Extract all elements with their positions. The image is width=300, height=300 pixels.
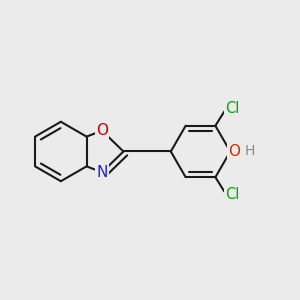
Text: Cl: Cl bbox=[225, 187, 240, 202]
Text: H: H bbox=[245, 145, 256, 158]
Text: N: N bbox=[96, 165, 108, 180]
Text: O: O bbox=[96, 123, 108, 138]
Text: Cl: Cl bbox=[225, 101, 240, 116]
Text: O: O bbox=[228, 144, 240, 159]
